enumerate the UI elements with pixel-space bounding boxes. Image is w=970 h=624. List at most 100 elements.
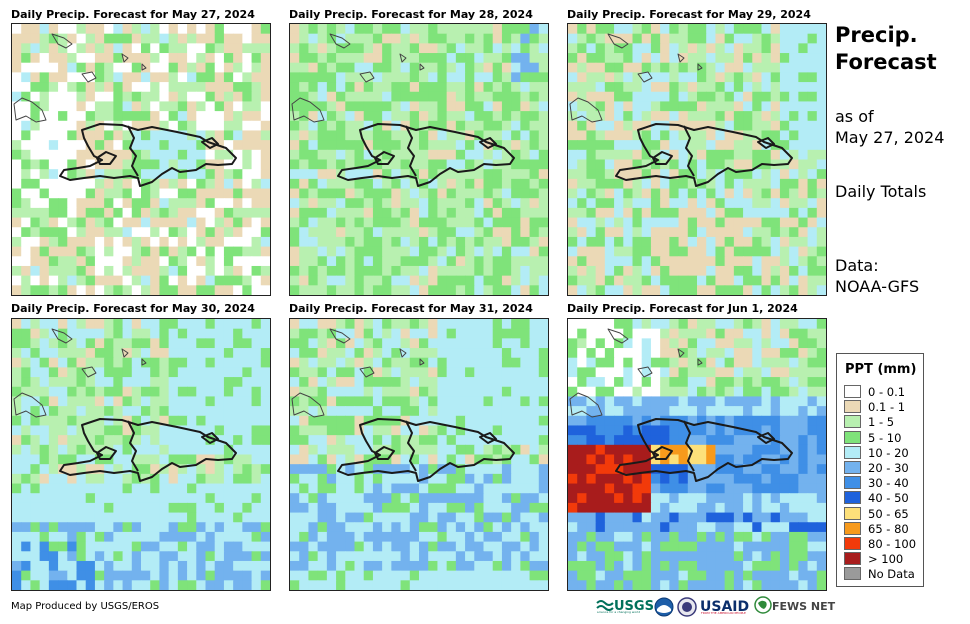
precip-cell: [168, 130, 179, 141]
precip-cell: [501, 396, 512, 407]
precip-cell: [437, 386, 448, 398]
precip-cell: [660, 338, 670, 349]
precip-cell: [455, 319, 466, 330]
precip-cell: [67, 357, 78, 368]
precip-cell: [724, 62, 735, 73]
precip-cell: [159, 275, 170, 286]
precip-cell: [326, 256, 337, 267]
precip-cell: [724, 178, 735, 190]
precip-cell: [446, 159, 457, 170]
precip-cell: [807, 425, 818, 436]
precip-cell: [345, 435, 356, 446]
precip-cell: [104, 33, 114, 44]
precip-cell: [529, 396, 540, 407]
precip-cell: [205, 275, 216, 286]
precip-cell: [743, 159, 753, 170]
precip-cell: [30, 512, 41, 523]
precip-cell: [770, 551, 781, 562]
precip-cell: [483, 406, 494, 417]
precip-cell: [141, 512, 151, 523]
precip-cell: [299, 217, 310, 228]
precip-cell: [168, 328, 179, 339]
precip-cell: [317, 275, 328, 286]
precip-cell: [354, 227, 365, 238]
precip-cell: [150, 493, 161, 504]
precip-cell: [724, 580, 735, 590]
precip-cell: [529, 72, 540, 83]
haiti-dr-border: [127, 125, 139, 177]
precip-cell: [743, 207, 753, 219]
precip-cell: [632, 149, 643, 161]
precip-cell: [391, 169, 402, 180]
precip-cell: [474, 464, 485, 475]
precip-cell: [733, 72, 744, 83]
precip-cell: [715, 522, 726, 533]
precip-cell: [409, 377, 420, 388]
precip-cell: [104, 396, 114, 407]
precip-cell: [632, 319, 643, 330]
precip-cell: [39, 493, 50, 504]
precip-cell: [85, 328, 96, 339]
precip-cell: [632, 198, 643, 209]
precip-cell: [586, 483, 597, 494]
precip-cell: [113, 444, 124, 456]
precip-cell: [409, 285, 420, 295]
precip-cell: [437, 111, 448, 122]
precip-cell: [446, 483, 457, 494]
precip-cell: [159, 551, 170, 562]
precip-cell: [223, 464, 234, 475]
precip-cell: [761, 53, 772, 64]
precip-cell: [326, 493, 337, 504]
precip-cell: [586, 198, 597, 209]
precip-cell: [260, 357, 270, 368]
precip-cell: [326, 483, 337, 494]
precip-cell: [308, 140, 319, 151]
precip-cell: [30, 473, 41, 485]
precip-cell: [492, 120, 503, 132]
precip-cell: [715, 454, 726, 465]
precip-cell: [770, 111, 781, 122]
precip-cell: [511, 464, 521, 475]
precip-cell: [789, 236, 799, 248]
precip-cell: [12, 265, 22, 277]
precip-cell: [492, 24, 503, 35]
precip-cell: [260, 33, 270, 44]
precip-cell: [223, 348, 234, 359]
precip-cell: [798, 178, 809, 190]
precip-cell: [511, 227, 521, 238]
precip-cell: [113, 464, 124, 475]
precip-cell: [614, 130, 624, 141]
precip-cell: [372, 406, 383, 417]
precip-cell: [660, 111, 670, 122]
precip-cell: [177, 33, 188, 44]
precip-cell: [223, 130, 234, 141]
precip-cell: [595, 512, 606, 523]
precip-cell: [428, 464, 439, 475]
precip-cell: [770, 570, 781, 581]
precip-cell: [604, 178, 615, 190]
precip-cell: [177, 111, 188, 122]
precip-cell: [85, 33, 96, 44]
precip-cell: [465, 377, 475, 388]
precip-cell: [196, 91, 207, 103]
precip-cell: [798, 386, 809, 398]
precip-cell: [437, 435, 448, 446]
precip-cell: [697, 396, 707, 407]
precip-cell: [492, 512, 503, 523]
precip-cell: [586, 425, 597, 436]
precip-cell: [177, 435, 188, 446]
precip-cell: [733, 367, 744, 378]
precip-cell: [538, 140, 548, 151]
precip-cell: [141, 454, 151, 465]
precip-cell: [308, 246, 319, 257]
precip-cell: [336, 435, 346, 446]
precip-cell: [577, 246, 588, 257]
precip-cell: [223, 328, 234, 339]
precip-cell: [529, 348, 540, 359]
precip-cell: [409, 483, 420, 494]
precip-cell: [501, 265, 512, 277]
precip-cell: [363, 285, 374, 295]
precip-cell: [242, 256, 253, 267]
precip-cell: [113, 522, 124, 533]
precip-cell: [354, 367, 365, 378]
